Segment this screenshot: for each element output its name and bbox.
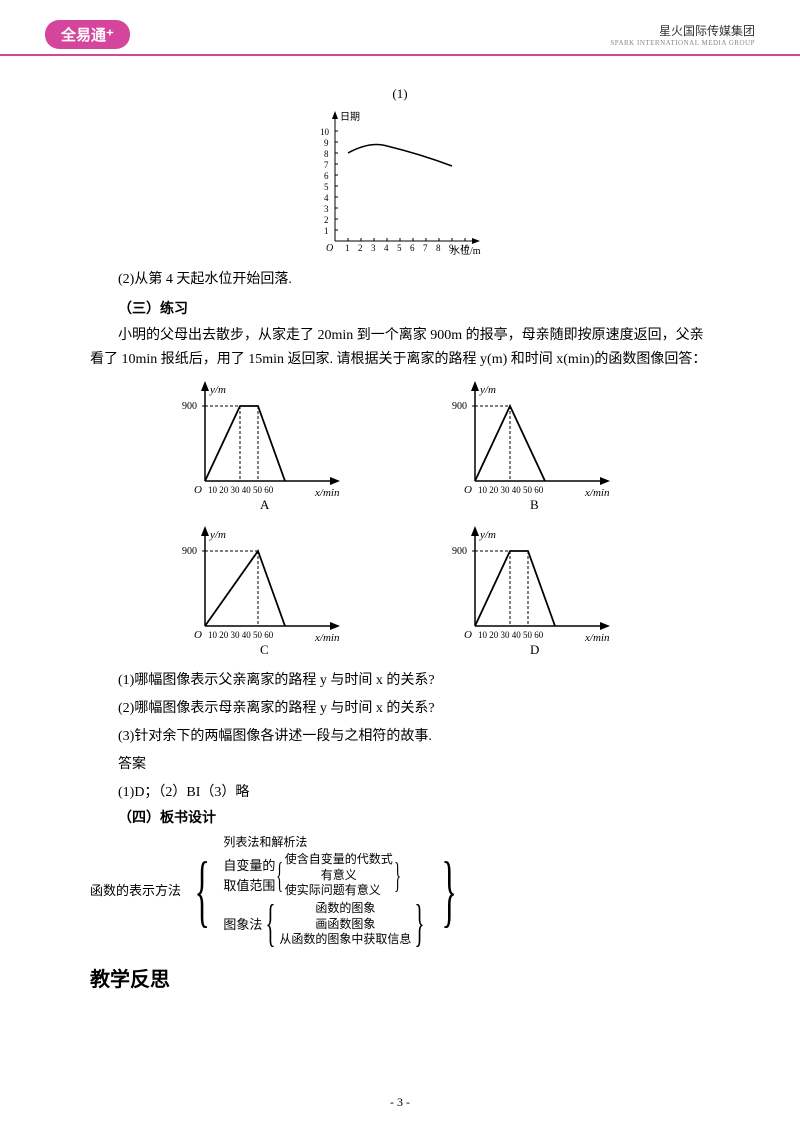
chart-b: y/m x/min 900 10 20 30 40 50 60 O B: [450, 381, 620, 516]
svg-text:900: 900: [182, 546, 197, 557]
svg-text:10 20 30 40 50 60: 10 20 30 40 50 60: [478, 630, 544, 640]
tree-b2-item-1: 有意义: [285, 868, 393, 884]
svg-text:10: 10: [320, 127, 330, 137]
company-name: 星火国际传媒集团: [610, 22, 755, 39]
svg-text:O: O: [464, 484, 472, 496]
svg-text:O: O: [194, 629, 202, 641]
reflection-title: 教学反思: [0, 963, 800, 992]
svg-text:D: D: [530, 642, 539, 656]
svg-text:x/min: x/min: [314, 632, 340, 644]
svg-text:O: O: [194, 484, 202, 496]
tree-b3-item-2: 从函数的图象中获取信息: [279, 932, 411, 948]
svg-text:y/m: y/m: [479, 384, 496, 396]
svg-text:8: 8: [324, 149, 329, 159]
tree-branch-3-label: 图象法: [223, 915, 262, 935]
svg-text:A: A: [260, 497, 270, 511]
svg-text:7: 7: [324, 160, 329, 170]
svg-text:y/m: y/m: [209, 529, 226, 541]
answer-text: (1)D；（2）BI（3）略: [90, 781, 710, 801]
svg-text:y/m: y/m: [479, 529, 496, 541]
svg-text:B: B: [530, 497, 539, 511]
svg-text:9: 9: [449, 243, 454, 253]
page-header: 全易通⁺ 星火国际传媒集团 SPARK INTERNATIONAL MEDIA …: [0, 0, 800, 56]
brand-badge: 全易通⁺: [45, 20, 130, 49]
tree-b3-item-1: 画函数图象: [279, 917, 411, 933]
svg-text:3: 3: [324, 204, 329, 214]
tree-b3-item-0: 函数的图象: [279, 901, 411, 917]
exercise-text: 小明的父母出去散步，从家走了 20min 到一个离家 900m 的报亭，母亲随即…: [90, 324, 710, 372]
tree-branch-1: 列表法和解析法: [223, 835, 307, 851]
figure-1-label: (1): [90, 86, 710, 102]
svg-text:4: 4: [384, 243, 389, 253]
svg-text:x/min: x/min: [584, 632, 610, 644]
chart-a: y/m x/min 900 10 20 30 40 50 60 O A: [180, 381, 350, 516]
section-4-title: （四）板书设计: [90, 807, 710, 827]
line-2: (2)从第 4 天起水位开始回落.: [90, 268, 710, 292]
content-area: (1) 日期 水位/m 1 2 3 4 5 6 7 8 9 10 1: [0, 56, 800, 827]
svg-text:900: 900: [452, 401, 467, 412]
chart-d: y/m x/min 900 10 20 30 40 50 60 O D: [450, 526, 620, 661]
charts-row-1: y/m x/min 900 10 20 30 40 50 60 O A y/m: [90, 381, 710, 516]
svg-text:5: 5: [397, 243, 402, 253]
tree-b2-item-0: 使含自变量的代数式: [285, 852, 393, 868]
svg-text:4: 4: [324, 193, 329, 203]
charts-row-2: y/m x/min 900 10 20 30 40 50 60 O C y/m …: [90, 526, 710, 661]
svg-text:y/m: y/m: [209, 384, 226, 396]
svg-text:x/min: x/min: [584, 487, 610, 499]
svg-text:x/min: x/min: [314, 487, 340, 499]
svg-text:O: O: [464, 629, 472, 641]
svg-text:C: C: [260, 642, 269, 656]
answer-label: 答案: [90, 753, 710, 777]
svg-text:6: 6: [410, 243, 415, 253]
tree-b2-item-2: 使实际问题有意义: [285, 883, 393, 899]
company-sub: SPARK INTERNATIONAL MEDIA GROUP: [610, 39, 755, 47]
svg-text:10 20 30 40 50 60: 10 20 30 40 50 60: [478, 485, 544, 495]
question-2: (2)哪幅图像表示母亲离家的路程 y 与时间 x 的关系?: [90, 697, 710, 721]
svg-text:10: 10: [460, 243, 470, 253]
svg-text:8: 8: [436, 243, 441, 253]
svg-text:900: 900: [182, 401, 197, 412]
company-block: 星火国际传媒集团 SPARK INTERNATIONAL MEDIA GROUP: [610, 22, 755, 47]
svg-text:O: O: [326, 243, 333, 254]
top-chart: 日期 水位/m 1 2 3 4 5 6 7 8 9 10 1 2 3 4 5 6: [90, 106, 710, 256]
tree-root: 函数的表示方法: [90, 881, 181, 901]
svg-text:1: 1: [345, 243, 350, 253]
svg-text:1: 1: [324, 226, 329, 236]
svg-text:5: 5: [324, 182, 329, 192]
svg-text:3: 3: [371, 243, 376, 253]
tree-branch-2-label: 自变量的取值范围: [223, 856, 275, 895]
svg-text:2: 2: [358, 243, 363, 253]
svg-text:9: 9: [324, 138, 329, 148]
svg-text:10 20 30 40 50 60: 10 20 30 40 50 60: [208, 485, 274, 495]
svg-text:900: 900: [452, 546, 467, 557]
svg-text:10 20 30 40 50 60: 10 20 30 40 50 60: [208, 630, 274, 640]
y-axis-label: 日期: [340, 111, 360, 123]
page-number: - 3 -: [0, 1095, 800, 1110]
svg-text:7: 7: [423, 243, 428, 253]
section-3-title: （三）练习: [90, 298, 710, 318]
board-design: 函数的表示方法 { 列表法和解析法 自变量的取值范围 { 使含自变量的代数式 有…: [0, 835, 800, 948]
svg-text:6: 6: [324, 171, 329, 181]
question-1: (1)哪幅图像表示父亲离家的路程 y 与时间 x 的关系?: [90, 669, 710, 693]
chart-c: y/m x/min 900 10 20 30 40 50 60 O C: [180, 526, 350, 661]
svg-text:2: 2: [324, 215, 329, 225]
question-3: (3)针对余下的两幅图像各讲述一段与之相符的故事.: [90, 725, 710, 749]
